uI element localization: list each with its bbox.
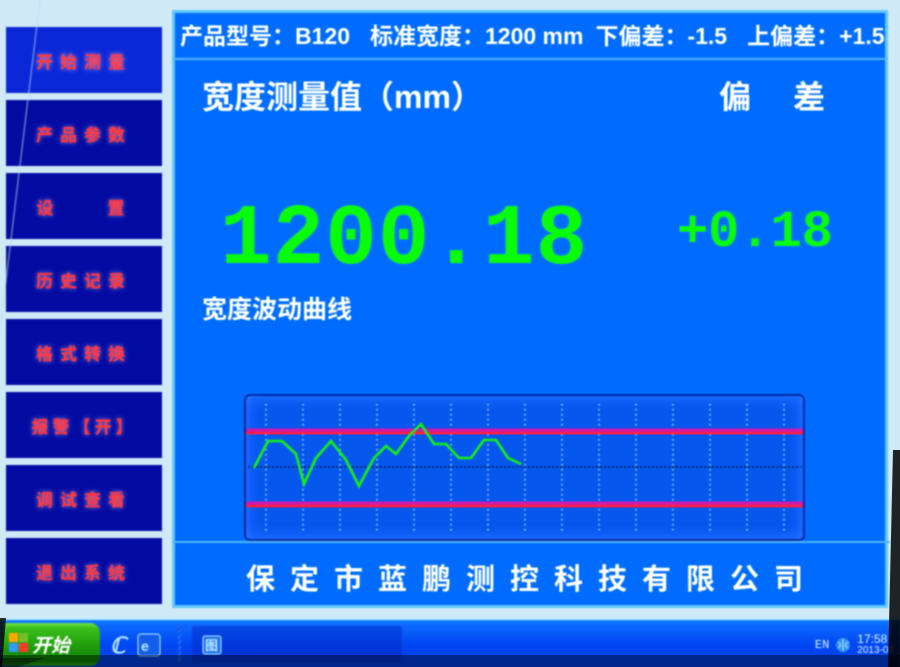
svg-text:ℂ: ℂ (110, 633, 129, 658)
svg-text:图: 图 (205, 638, 218, 653)
svg-text:e: e (141, 638, 149, 654)
